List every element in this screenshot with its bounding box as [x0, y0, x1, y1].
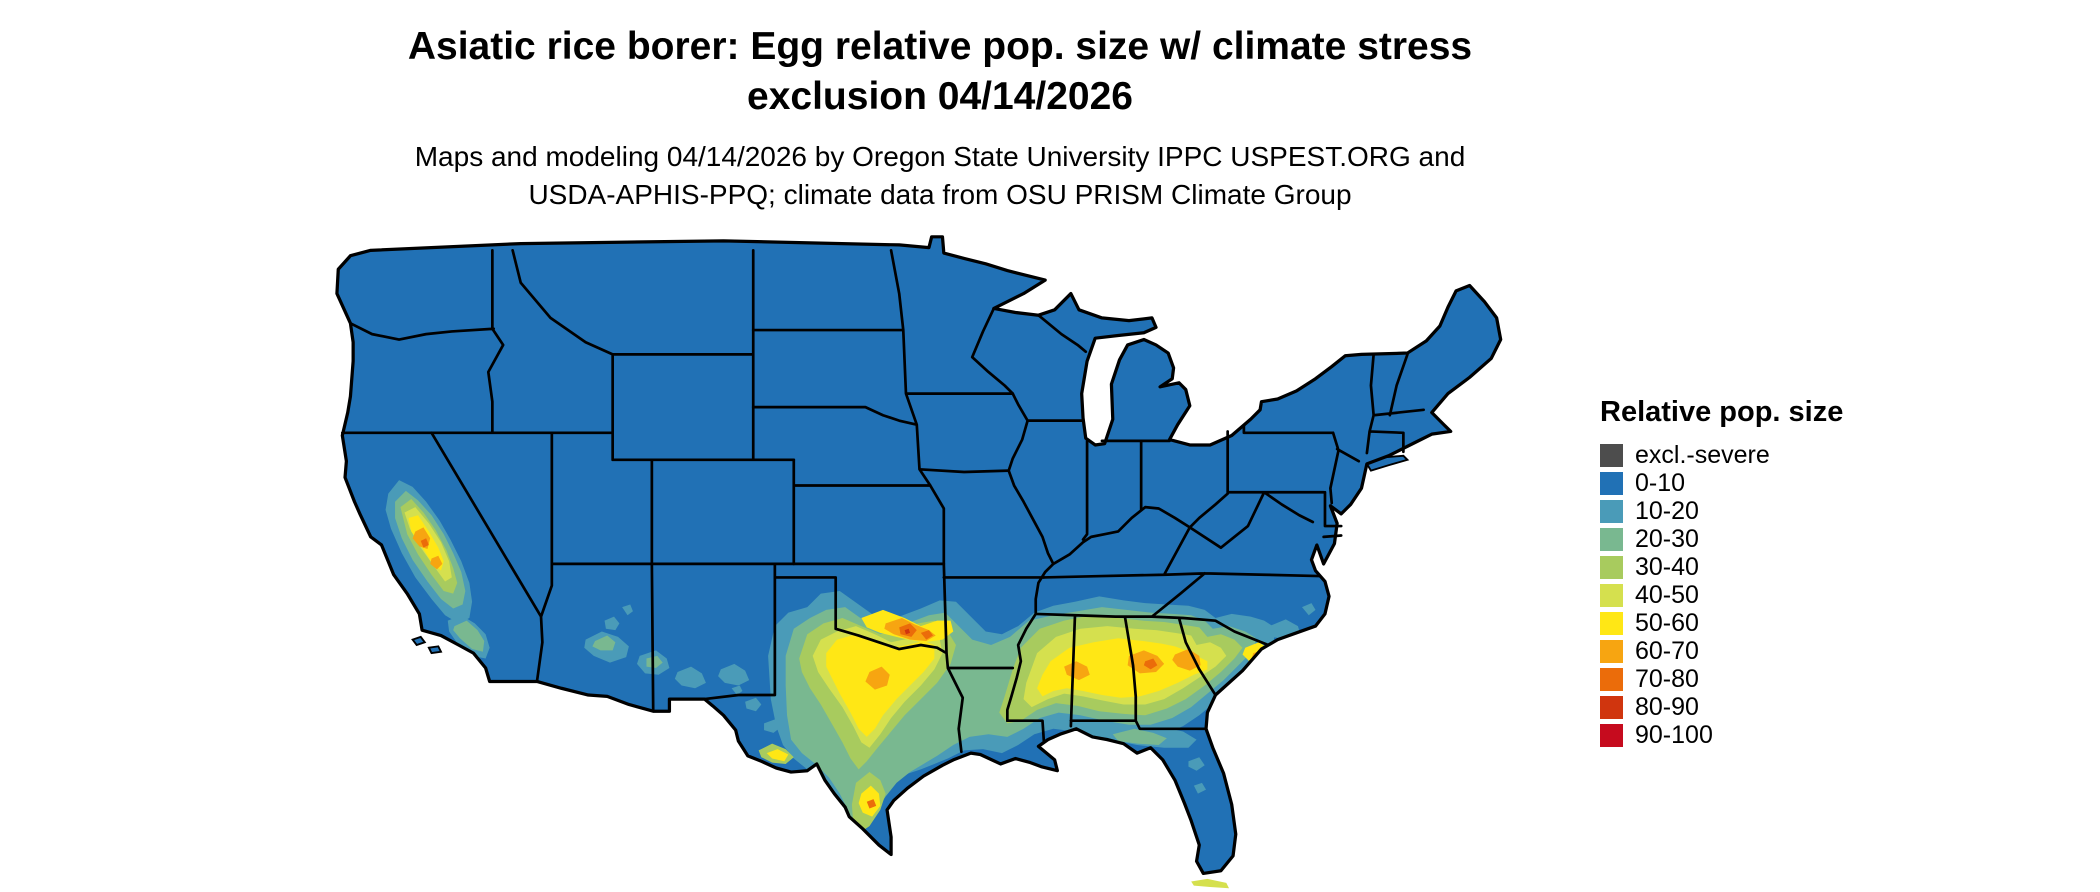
legend-swatch-excl-severe	[1600, 443, 1623, 467]
map-title-line1: Asiatic rice borer: Egg relative pop. si…	[407, 25, 1473, 68]
channel-islands	[411, 635, 443, 655]
map-subtitle: Maps and modeling 04/14/2026 by Oregon S…	[0, 138, 1880, 214]
heat-layer-50-60	[408, 515, 1274, 817]
legend-item: 40-50	[1600, 581, 1860, 609]
legend-label: 60-70	[1635, 636, 1699, 665]
legend-item: 80-90	[1600, 693, 1860, 721]
legend-item: 60-70	[1600, 637, 1860, 665]
legend-item: 90-100	[1600, 721, 1860, 749]
map-subtitle-line2: USDA-APHIS-PPQ; climate data from OSU PR…	[528, 178, 1352, 210]
legend-label: 90-100	[1635, 720, 1713, 749]
legend-label: 10-20	[1635, 496, 1699, 525]
legend-swatch-10-20	[1600, 499, 1623, 523]
state-borders-plains	[703, 248, 1046, 754]
legend-swatch-50-60	[1600, 611, 1623, 635]
legend-swatch-70-80	[1600, 667, 1623, 691]
legend-swatch-80-90	[1600, 695, 1623, 719]
legend-item: 10-20	[1600, 497, 1860, 525]
header: Asiatic rice borer: Egg relative pop. si…	[0, 22, 1880, 213]
map-title-line2: exclusion 04/14/2026	[747, 74, 1133, 118]
legend-swatch-0-10	[1600, 471, 1623, 495]
legend-title: Relative pop. size	[1600, 396, 1844, 428]
state-borders-west	[340, 248, 946, 713]
legend-swatch-60-70	[1600, 639, 1623, 663]
legend-label: excl.-severe	[1635, 440, 1770, 469]
legend-label: 70-80	[1635, 664, 1699, 693]
legend-item: excl.-severe	[1600, 441, 1860, 469]
legend-label: 0-10	[1635, 468, 1686, 497]
base-0-10-layer	[336, 236, 1501, 874]
heat-layer-80-90	[904, 628, 911, 635]
legend-label: 50-60	[1635, 608, 1699, 637]
state-borders-midwest	[970, 307, 1230, 723]
legend-label: 20-30	[1635, 524, 1699, 553]
legend-item: 0-10	[1600, 469, 1860, 497]
map-title: Asiatic rice borer: Egg relative pop. si…	[0, 22, 1880, 122]
us-map-svg	[335, 235, 1503, 889]
legend-swatch-90-100	[1600, 723, 1623, 747]
legend-label: 40-50	[1635, 580, 1699, 609]
nation-outline	[335, 235, 1503, 876]
us-map	[318, 226, 1548, 891]
legend-swatch-40-50	[1600, 583, 1623, 607]
legend: Relative pop. size excl.-severe 0-10 10-…	[1600, 396, 1860, 749]
legend-item: 50-60	[1600, 609, 1860, 637]
map-subtitle-line1: Maps and modeling 04/14/2026 by Oregon S…	[414, 140, 1466, 172]
legend-item: 20-30	[1600, 525, 1860, 553]
legend-label: 30-40	[1635, 552, 1699, 581]
legend-items: excl.-severe 0-10 10-20 20-30 30-40 40-5…	[1600, 441, 1860, 749]
legend-swatch-30-40	[1600, 555, 1623, 579]
legend-item: 30-40	[1600, 553, 1860, 581]
legend-item: 70-80	[1600, 665, 1860, 693]
florida-keys	[1191, 878, 1230, 889]
state-borders-east-south	[1034, 353, 1426, 731]
legend-swatch-20-30	[1600, 527, 1623, 551]
heat-raster	[336, 236, 1501, 874]
legend-label: 80-90	[1635, 692, 1699, 721]
